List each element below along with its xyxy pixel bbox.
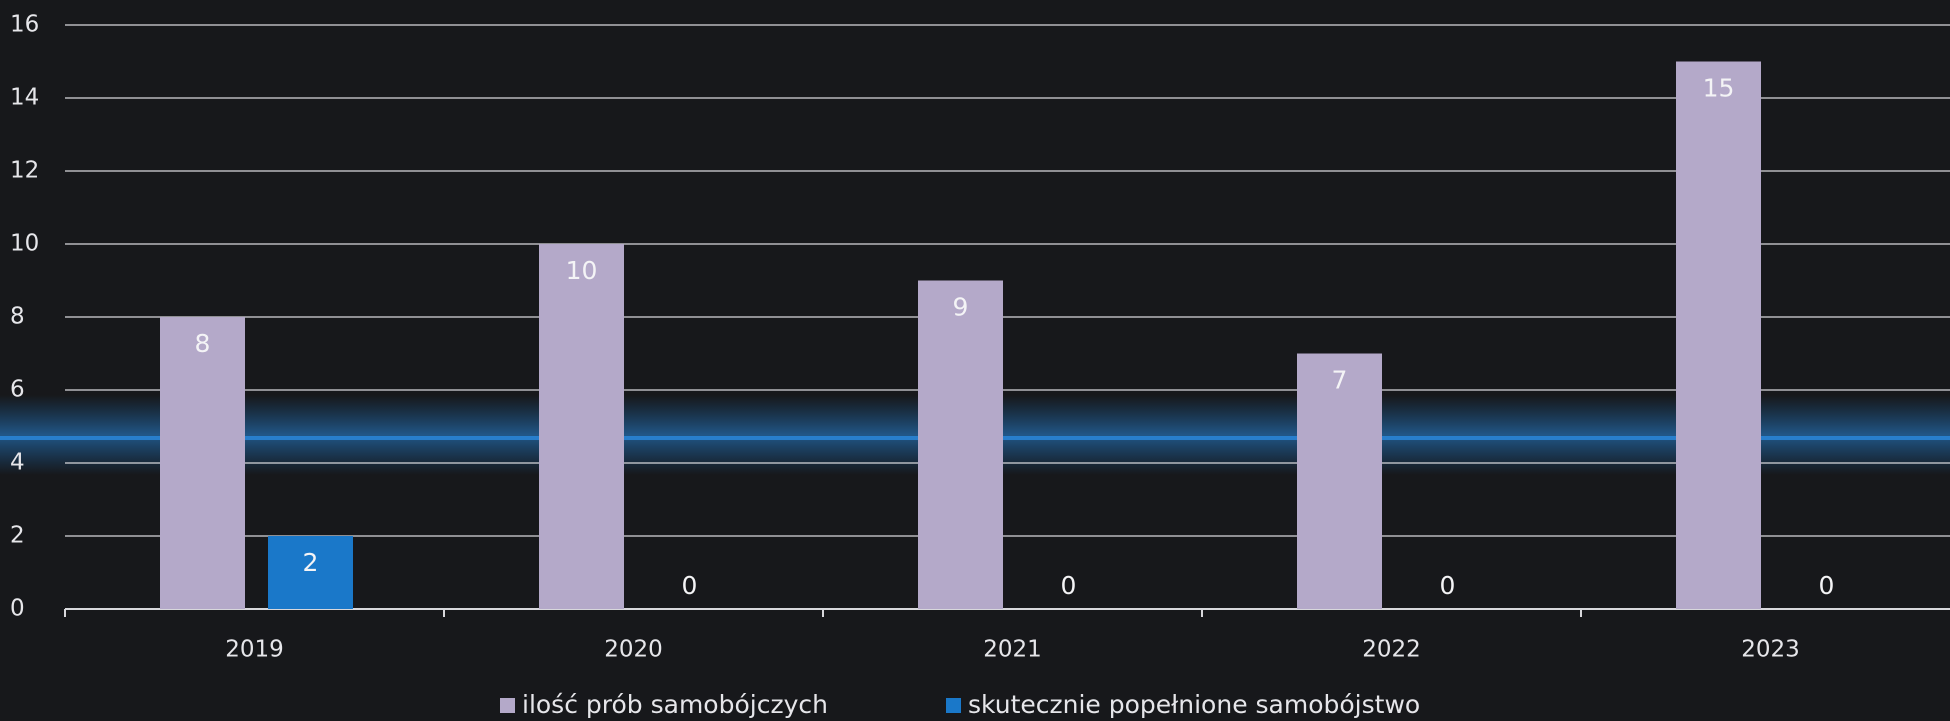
data-label: 0	[1819, 571, 1835, 600]
bar	[1676, 61, 1761, 609]
x-tick-label: 2023	[1741, 637, 1800, 663]
data-label: 9	[953, 293, 969, 322]
data-label: 0	[682, 571, 698, 600]
y-tick-label: 14	[10, 85, 39, 111]
legend-label: ilość prób samobójczych	[522, 690, 828, 719]
y-tick-label: 4	[10, 450, 25, 476]
y-tick-label: 12	[10, 158, 39, 184]
y-tick-label: 10	[10, 231, 39, 257]
y-tick-label: 2	[10, 523, 25, 549]
x-tick-label: 2022	[1362, 637, 1421, 663]
data-label: 0	[1061, 571, 1077, 600]
y-tick-label: 16	[10, 12, 39, 38]
data-label: 10	[566, 256, 598, 285]
y-tick-label: 6	[10, 377, 25, 403]
x-tick-label: 2021	[983, 637, 1042, 663]
y-tick-label: 8	[10, 304, 25, 330]
x-tick-label: 2019	[225, 637, 284, 663]
data-label: 15	[1703, 74, 1735, 103]
bar	[918, 280, 1003, 609]
data-label: 2	[303, 548, 319, 577]
bar	[268, 536, 353, 609]
legend-swatch	[946, 698, 961, 713]
legend-swatch	[500, 698, 515, 713]
legend-label: skutecznie popełnione samobójstwo	[968, 690, 1420, 719]
bar	[539, 244, 624, 609]
data-label: 8	[195, 329, 211, 358]
bar	[160, 317, 245, 609]
y-tick-label: 0	[10, 596, 25, 622]
bar	[1297, 353, 1382, 609]
x-tick-label: 2020	[604, 637, 663, 663]
data-label: 7	[1332, 366, 1348, 395]
data-label: 0	[1440, 571, 1456, 600]
